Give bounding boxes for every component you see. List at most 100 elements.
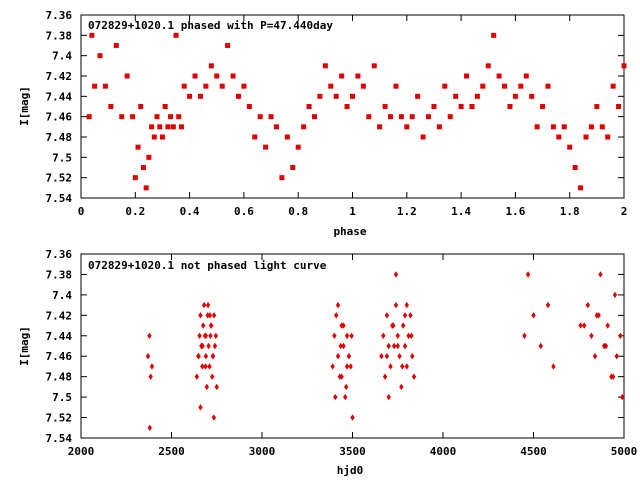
data-point (496, 73, 502, 79)
data-point (176, 114, 182, 120)
data-point (257, 114, 263, 120)
data-point (332, 332, 337, 339)
data-point (181, 83, 187, 89)
data-point (485, 63, 491, 69)
data-point (531, 312, 536, 319)
x-tick-label: 4000 (430, 445, 457, 458)
data-point (480, 83, 486, 89)
data-point (97, 53, 103, 59)
data-point (211, 312, 217, 319)
data-point (420, 134, 426, 140)
data-point (402, 342, 408, 350)
data-point (572, 165, 578, 170)
data-point (210, 353, 215, 360)
data-point (534, 124, 540, 130)
data-point (343, 383, 349, 391)
y-tick-label: 7.36 (46, 248, 73, 261)
data-point (335, 301, 341, 309)
x-tick-label: 5000 (611, 445, 638, 458)
data-point (393, 83, 399, 89)
data-point (263, 144, 269, 150)
data-point (206, 342, 211, 350)
data-point (599, 124, 605, 130)
data-point (135, 144, 141, 150)
data-point (518, 83, 524, 89)
data-point (404, 301, 409, 309)
data-point (589, 332, 594, 339)
data-point (279, 175, 285, 181)
data-point (86, 114, 92, 120)
data-point (556, 134, 562, 140)
data-point (89, 32, 95, 38)
chart-title: 072829+1020.1 phased with P=47.440day (88, 19, 333, 32)
data-point (592, 353, 598, 360)
data-point (436, 124, 442, 130)
unphased-light-curve-panel: 072829+1020.1 not phased light curve hjd… (18, 248, 637, 477)
data-point (621, 63, 627, 69)
data-point (349, 332, 354, 339)
data-point (203, 332, 209, 339)
data-point (140, 165, 146, 170)
x-tick-label: 0.8 (288, 205, 308, 218)
data-point (119, 114, 125, 120)
data-point (402, 312, 408, 319)
data-point (205, 301, 211, 309)
data-point (381, 332, 386, 339)
x-tick-label: 2500 (158, 445, 185, 458)
data-point (404, 363, 409, 370)
data-point (355, 73, 361, 79)
data-point (335, 353, 341, 360)
data-point (268, 114, 274, 120)
data-point (203, 83, 209, 89)
data-point (408, 312, 413, 319)
data-point (388, 114, 394, 120)
data-point (393, 271, 399, 278)
data-point (196, 353, 201, 360)
y-tick-label: 7.36 (46, 9, 73, 22)
data-point (212, 342, 218, 350)
data-point (197, 332, 202, 339)
data-point (149, 363, 155, 370)
data-point (328, 83, 334, 89)
data-point (207, 312, 213, 319)
data-point (529, 93, 535, 99)
data-point (219, 83, 225, 89)
data-point (344, 363, 350, 370)
data-point (540, 104, 546, 109)
data-point (344, 104, 350, 109)
data-point (162, 104, 168, 109)
data-point (330, 363, 335, 370)
data-point (406, 332, 411, 339)
data-point (398, 114, 404, 120)
data-point (204, 383, 209, 391)
data-point (200, 322, 206, 329)
data-point (578, 185, 584, 191)
data-point (415, 93, 421, 99)
data-point (619, 393, 625, 401)
data-point (154, 114, 160, 120)
data-point (210, 373, 215, 380)
data-point (208, 322, 214, 329)
data-point (386, 342, 391, 350)
data-point (605, 322, 610, 329)
data-point (596, 312, 601, 319)
data-point (151, 134, 157, 140)
data-point (130, 114, 136, 120)
data-point (102, 83, 108, 89)
data-point (92, 83, 98, 89)
data-point (203, 363, 208, 370)
y-tick-label: 7.48 (46, 371, 73, 384)
data-point (343, 393, 348, 401)
y-tick-label: 7.38 (46, 29, 73, 42)
data-point (581, 322, 587, 329)
data-point (339, 73, 345, 79)
data-point (614, 353, 619, 360)
data-point (194, 373, 200, 380)
data-point (447, 114, 453, 120)
data-point (230, 73, 236, 79)
data-point (147, 424, 152, 431)
data-point (199, 342, 205, 350)
data-point (147, 332, 152, 339)
x-axis-label: hjd0 (337, 464, 364, 477)
